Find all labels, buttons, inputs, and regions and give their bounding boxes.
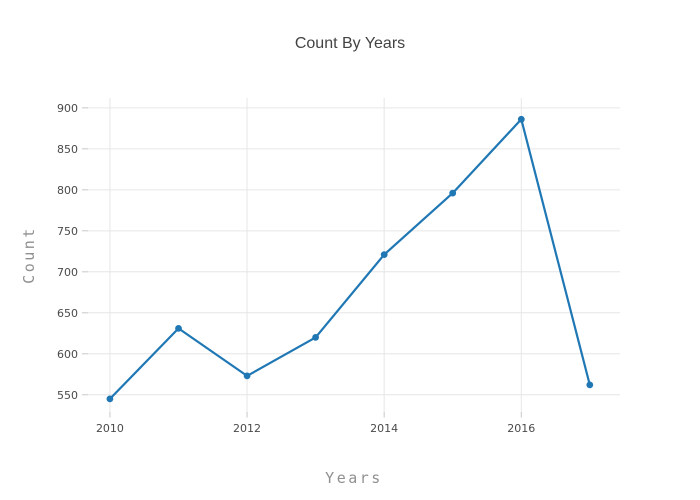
x-tick-label: 2012 [233, 422, 261, 435]
y-tick-label: 600 [57, 348, 78, 361]
data-point-2014[interactable] [380, 251, 388, 258]
y-tick-label: 900 [57, 102, 78, 115]
x-tick-label: 2014 [370, 422, 398, 435]
series-line [108, 118, 591, 400]
data-point-2016[interactable] [517, 115, 525, 123]
y-tick-label: 750 [57, 225, 78, 238]
x-axis-title: Years [325, 469, 383, 487]
x-tick-label: 2010 [96, 422, 124, 435]
data-point-2013[interactable] [312, 334, 319, 341]
data-point-2010[interactable] [106, 395, 114, 403]
data-point-2012[interactable] [243, 372, 251, 380]
y-tick-label: 850 [57, 143, 78, 156]
y-axis-title: Count [20, 226, 38, 284]
y-tick-label: 700 [57, 266, 78, 279]
data-point-2011[interactable] [175, 325, 182, 332]
y-tick-label: 650 [57, 307, 78, 320]
chart-title: Count By Years [294, 35, 406, 52]
y-tick-label: 550 [57, 389, 78, 402]
x-tick-label: 2016 [507, 422, 535, 435]
data-point-2015[interactable] [449, 189, 457, 197]
data-point-2017[interactable] [586, 381, 594, 389]
plot-area[interactable] [88, 98, 620, 412]
y-tick-label: 800 [57, 184, 78, 197]
